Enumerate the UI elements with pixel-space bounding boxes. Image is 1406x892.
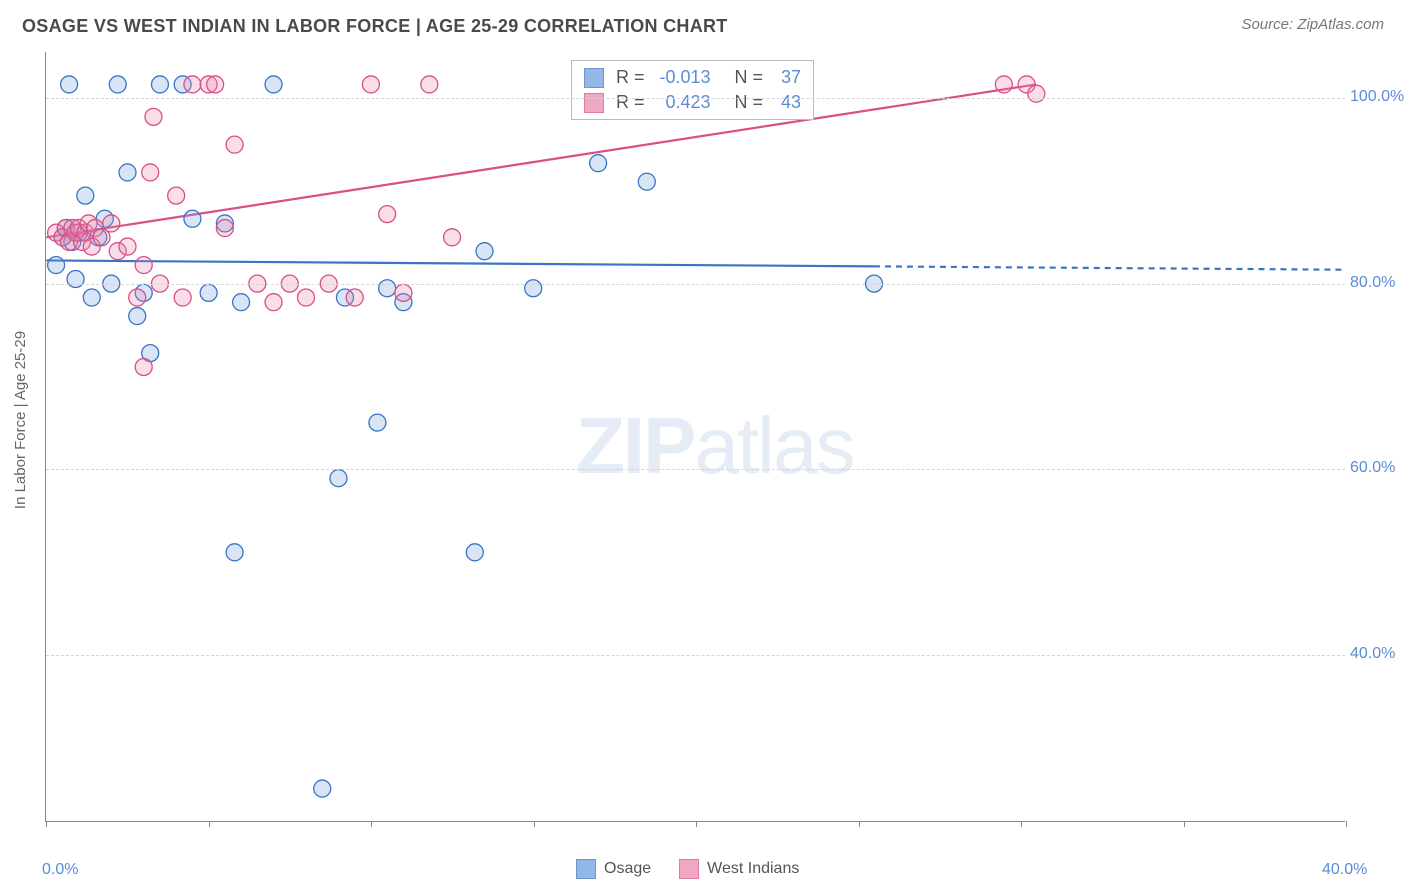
data-point	[362, 76, 379, 93]
data-point	[298, 289, 315, 306]
chart-svg	[46, 52, 1345, 821]
stats-row-westindian: R = 0.423 N = 43	[584, 90, 801, 115]
chart-title: OSAGE VS WEST INDIAN IN LABOR FORCE | AG…	[22, 16, 728, 37]
data-point	[476, 243, 493, 260]
data-point	[174, 289, 191, 306]
legend-item-westindian: West Indians	[679, 859, 799, 879]
y-axis-label: In Labor Force | Age 25-29	[12, 331, 29, 509]
stats-r-westindian: 0.423	[651, 92, 711, 113]
data-point	[395, 284, 412, 301]
data-point	[207, 76, 224, 93]
data-point	[466, 544, 483, 561]
source-attribution: Source: ZipAtlas.com	[1241, 16, 1384, 33]
stats-r-label2: R =	[616, 92, 645, 113]
data-point	[83, 289, 100, 306]
grid-line	[46, 284, 1345, 285]
bottom-legend: Osage West Indians	[576, 859, 799, 879]
data-point	[135, 257, 152, 274]
data-point	[129, 289, 146, 306]
trend-line-dashed	[874, 266, 1345, 269]
data-point	[151, 76, 168, 93]
stats-swatch-osage	[584, 68, 604, 88]
legend-swatch-westindian	[679, 859, 699, 879]
data-point	[444, 229, 461, 246]
plot-area: ZIPatlas R = -0.013 N = 37 R = 0.423 N =…	[45, 52, 1345, 822]
stats-row-osage: R = -0.013 N = 37	[584, 65, 801, 90]
x-tick-label: 40.0%	[1322, 861, 1367, 879]
data-point	[135, 359, 152, 376]
x-tick	[859, 821, 860, 827]
data-point	[77, 187, 94, 204]
data-point	[145, 108, 162, 125]
data-point	[109, 76, 126, 93]
stats-r-osage: -0.013	[651, 67, 711, 88]
stats-r-label: R =	[616, 67, 645, 88]
x-tick	[1021, 821, 1022, 827]
data-point	[1028, 85, 1045, 102]
grid-line	[46, 469, 1345, 470]
data-point	[226, 544, 243, 561]
data-point	[129, 308, 146, 325]
data-point	[346, 289, 363, 306]
data-point	[379, 280, 396, 297]
data-point	[233, 294, 250, 311]
legend-item-osage: Osage	[576, 859, 651, 879]
data-point	[590, 155, 607, 172]
data-point	[200, 284, 217, 301]
y-tick-label: 80.0%	[1350, 274, 1395, 292]
y-tick-label: 60.0%	[1350, 459, 1395, 477]
legend-swatch-osage	[576, 859, 596, 879]
x-tick	[534, 821, 535, 827]
x-tick	[1346, 821, 1347, 827]
data-point	[379, 206, 396, 223]
stats-swatch-westindian	[584, 93, 604, 113]
legend-label-osage: Osage	[604, 860, 651, 877]
stats-n-osage: 37	[769, 67, 801, 88]
trend-line	[46, 260, 874, 266]
data-point	[61, 76, 78, 93]
data-point	[142, 164, 159, 181]
stats-n-label2: N =	[735, 92, 764, 113]
data-point	[226, 136, 243, 153]
data-point	[103, 215, 120, 232]
x-tick	[371, 821, 372, 827]
x-tick	[1184, 821, 1185, 827]
data-point	[168, 187, 185, 204]
grid-line	[46, 655, 1345, 656]
data-point	[638, 173, 655, 190]
y-tick-label: 40.0%	[1350, 645, 1395, 663]
data-point	[525, 280, 542, 297]
x-tick-label: 0.0%	[42, 861, 78, 879]
data-point	[119, 164, 136, 181]
data-point	[184, 76, 201, 93]
data-point	[265, 76, 282, 93]
grid-line	[46, 98, 1345, 99]
data-point	[369, 414, 386, 431]
x-tick	[209, 821, 210, 827]
data-point	[995, 76, 1012, 93]
stats-n-westindian: 43	[769, 92, 801, 113]
data-point	[265, 294, 282, 311]
data-point	[314, 780, 331, 797]
data-point	[421, 76, 438, 93]
data-point	[67, 271, 84, 288]
data-point	[330, 470, 347, 487]
legend-label-westindian: West Indians	[707, 860, 799, 877]
chart-container: OSAGE VS WEST INDIAN IN LABOR FORCE | AG…	[0, 0, 1406, 892]
stats-n-label: N =	[735, 67, 764, 88]
y-tick-label: 100.0%	[1350, 88, 1404, 106]
data-point	[119, 238, 136, 255]
x-tick	[46, 821, 47, 827]
data-point	[216, 220, 233, 237]
stats-legend-box: R = -0.013 N = 37 R = 0.423 N = 43	[571, 60, 814, 120]
x-tick	[696, 821, 697, 827]
data-point	[48, 257, 65, 274]
data-point	[184, 210, 201, 227]
